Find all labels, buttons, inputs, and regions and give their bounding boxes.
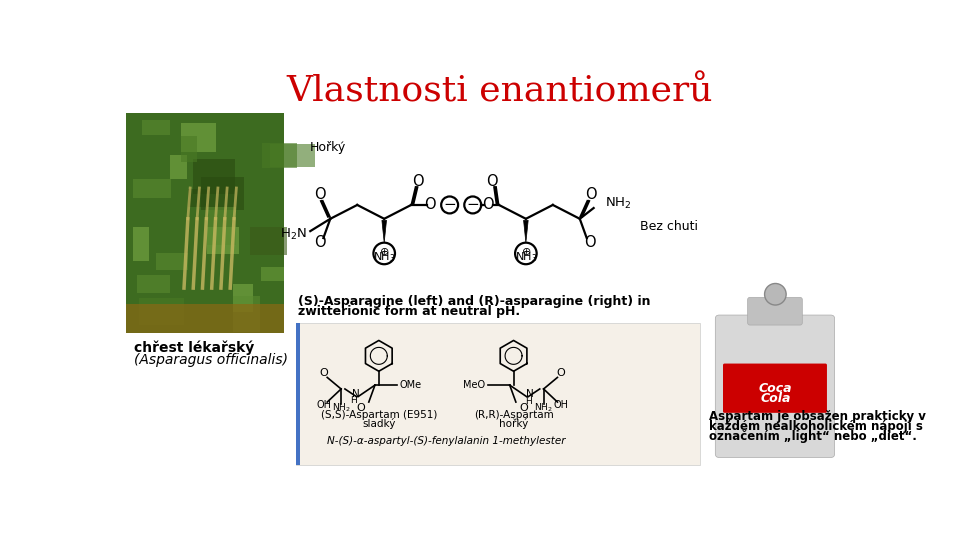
Bar [202,177,245,210]
Polygon shape [382,220,387,242]
Bar [137,275,170,293]
Bar [270,144,315,167]
Text: H: H [525,397,532,406]
Text: NH$_2$: NH$_2$ [605,196,632,211]
Bar [262,143,298,167]
Circle shape [442,197,458,213]
FancyBboxPatch shape [296,323,700,465]
Text: H: H [350,396,357,405]
Text: NH$_3$: NH$_3$ [515,251,538,264]
Text: O: O [357,403,366,413]
Text: hořký: hořký [499,418,528,429]
Bar [156,253,188,270]
Text: −: − [444,198,456,212]
Text: Cola: Cola [760,392,790,404]
Bar [187,190,205,207]
Text: O: O [556,368,564,378]
Polygon shape [523,220,528,242]
Text: N-(S)-α-aspartyl-(S)-fenylalanin 1-methylester: N-(S)-α-aspartyl-(S)-fenylalanin 1-methy… [326,436,565,446]
Text: O: O [320,368,328,378]
FancyBboxPatch shape [748,298,803,325]
Text: O: O [585,187,596,202]
Text: O: O [482,198,494,212]
Bar [261,267,284,281]
FancyBboxPatch shape [723,363,827,413]
Text: $\oplus$: $\oplus$ [379,246,390,258]
Text: N: N [351,389,360,400]
Text: NH$_3$: NH$_3$ [372,251,396,264]
Bar [127,303,284,333]
Bar [127,113,284,333]
Bar [193,159,235,194]
Bar [233,295,260,332]
Text: NH$_2$: NH$_2$ [332,402,350,415]
Bar [296,323,300,465]
Circle shape [373,242,395,264]
Text: OH: OH [553,400,568,410]
Text: Vlastnosti enantiomerů: Vlastnosti enantiomerů [286,75,713,109]
Text: chřest lékařský: chřest lékařský [134,341,254,355]
Bar [233,285,253,312]
Bar [181,137,197,162]
Text: $\oplus$: $\oplus$ [520,246,531,258]
Text: Coca: Coca [758,382,792,395]
Text: Aspartam je obsažen prakticky v: Aspartam je obsažen prakticky v [709,410,926,423]
Text: Hořký: Hořký [309,141,346,154]
Text: H$_2$N: H$_2$N [280,227,307,242]
Circle shape [764,284,786,305]
Text: (Asparagus officinalis): (Asparagus officinalis) [134,353,288,367]
Bar [142,120,170,136]
Text: označením „light“ nebo „diet“.: označením „light“ nebo „diet“. [709,430,917,443]
Text: (S,S)-Aspartam (E951): (S,S)-Aspartam (E951) [321,410,437,420]
Text: MeO: MeO [463,380,485,390]
Bar [206,227,239,254]
Text: O: O [315,235,326,250]
Bar [138,298,184,325]
Circle shape [516,242,537,264]
Text: O: O [314,187,325,202]
Text: O: O [584,235,595,250]
Text: (R,R)-Aspartam: (R,R)-Aspartam [473,410,553,420]
Bar [181,123,216,152]
Text: O: O [412,173,424,188]
Text: (S)-Asparagine (left) and (R)-asparagine (right) in: (S)-Asparagine (left) and (R)-asparagine… [298,295,651,308]
FancyBboxPatch shape [715,315,834,457]
Text: Bez chuti: Bez chuti [639,220,698,233]
Text: O: O [519,403,528,413]
Bar [170,155,187,179]
Bar [133,179,171,198]
Text: OH: OH [317,400,331,410]
Text: sladký: sladký [362,418,396,429]
Text: každém nealkoholickém nápoji s: každém nealkoholickém nápoji s [709,420,923,433]
Text: −: − [467,198,479,212]
Text: O: O [486,173,498,188]
Text: NH$_2$: NH$_2$ [535,402,553,415]
Text: OMe: OMe [399,380,421,390]
Text: zwitterionic form at neutral pH.: zwitterionic form at neutral pH. [298,306,520,319]
Circle shape [465,197,481,213]
Text: N: N [526,389,534,400]
Bar [251,227,286,255]
Bar [133,227,149,261]
Text: O: O [424,198,436,212]
Bar [207,207,236,245]
